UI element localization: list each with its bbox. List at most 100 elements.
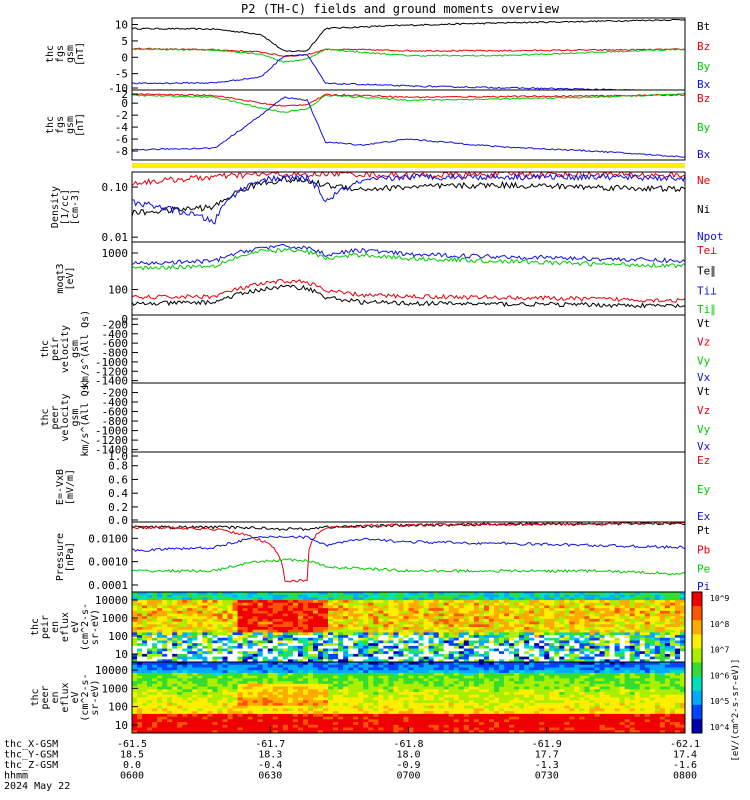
heatmap-cell bbox=[544, 592, 550, 596]
heatmap-cell bbox=[202, 722, 208, 726]
heatmap-cell bbox=[504, 616, 510, 620]
heatmap-cell bbox=[302, 719, 309, 723]
heatmap-cell bbox=[383, 689, 389, 693]
heatmap-cell bbox=[398, 681, 404, 685]
y-axis-label: gsm bbox=[65, 45, 76, 63]
heatmap-cell bbox=[343, 648, 349, 652]
y-axis-label: fgs bbox=[55, 45, 66, 63]
heatmap-cell bbox=[458, 702, 465, 707]
heatmap-cell bbox=[368, 600, 374, 604]
heatmap-cell bbox=[398, 686, 404, 690]
heatmap-cell bbox=[207, 722, 213, 726]
heatmap-cell bbox=[463, 637, 470, 641]
heatmap-cell bbox=[343, 727, 349, 731]
heatmap-cell bbox=[192, 610, 198, 615]
heatmap-cell bbox=[383, 613, 389, 617]
heatmap-cell bbox=[629, 605, 636, 609]
heatmap-cell bbox=[679, 632, 686, 636]
heatmap-cell bbox=[197, 610, 203, 615]
heatmap-cell bbox=[443, 637, 450, 641]
heatmap-cell bbox=[423, 686, 430, 690]
heatmap-cell bbox=[594, 605, 601, 609]
heatmap-cell bbox=[187, 656, 193, 660]
heatmap-cell bbox=[197, 667, 203, 671]
heatmap-cell bbox=[428, 610, 435, 615]
heatmap-cell bbox=[302, 613, 309, 617]
heatmap-cell bbox=[448, 681, 455, 685]
heatmap-cell bbox=[488, 659, 495, 663]
heatmap-cell bbox=[498, 713, 505, 718]
heatmap-cell bbox=[529, 648, 535, 652]
heatmap-cell bbox=[644, 651, 651, 655]
heatmap-cell bbox=[423, 716, 430, 720]
heatmap-cell bbox=[242, 722, 249, 726]
heatmap-cell bbox=[418, 662, 425, 666]
heatmap-cell bbox=[162, 672, 168, 677]
heatmap-cell bbox=[257, 594, 264, 598]
heatmap-cell bbox=[247, 711, 254, 715]
heatmap-cell bbox=[192, 716, 198, 720]
heatmap-cell bbox=[509, 618, 515, 623]
heatmap-cell bbox=[619, 637, 626, 641]
heatmap-cell bbox=[207, 713, 213, 718]
heatmap-cell bbox=[584, 645, 590, 650]
heatmap-cell bbox=[614, 592, 621, 596]
heatmap-cell bbox=[468, 727, 475, 731]
heatmap-cell bbox=[569, 653, 575, 658]
heatmap-cell bbox=[162, 678, 168, 682]
heatmap-cell bbox=[554, 627, 560, 631]
heatmap-cell bbox=[443, 667, 450, 671]
heatmap-cell bbox=[408, 670, 415, 674]
heatmap-cell bbox=[498, 629, 505, 633]
heatmap-cell bbox=[267, 621, 274, 625]
heatmap-cell bbox=[257, 637, 264, 641]
heatmap-cell bbox=[292, 692, 299, 696]
heatmap-cell bbox=[257, 653, 264, 658]
heatmap-cell bbox=[589, 597, 596, 601]
heatmap-cell bbox=[644, 610, 651, 615]
heatmap-cell bbox=[358, 659, 364, 663]
heatmap-cell bbox=[222, 629, 229, 633]
heatmap-cell bbox=[277, 648, 284, 652]
heatmap-cell bbox=[358, 727, 364, 731]
heatmap-cell bbox=[247, 608, 254, 612]
heatmap-cell bbox=[227, 670, 234, 674]
heatmap-cell bbox=[363, 653, 369, 658]
heatmap-cell bbox=[463, 667, 470, 671]
heatmap-cell bbox=[604, 627, 611, 631]
heatmap-cell bbox=[498, 662, 505, 666]
heatmap-cell bbox=[418, 678, 425, 682]
heatmap-cell bbox=[363, 664, 369, 668]
series-line-By bbox=[132, 93, 686, 113]
heatmap-cell bbox=[348, 602, 354, 606]
heatmap-cell bbox=[232, 656, 239, 660]
heatmap-cell bbox=[187, 667, 193, 671]
heatmap-cell bbox=[373, 608, 379, 612]
heatmap-cell bbox=[524, 610, 530, 615]
heatmap-cell bbox=[132, 592, 138, 596]
heatmap-cell bbox=[468, 651, 475, 655]
heatmap-cell bbox=[192, 711, 198, 715]
heatmap-cell bbox=[443, 602, 450, 606]
heatmap-cell bbox=[272, 686, 279, 690]
legend-entry: Pb bbox=[697, 543, 710, 556]
heatmap-cell bbox=[282, 616, 289, 620]
heatmap-cell bbox=[574, 648, 580, 652]
legend-entry: Vt bbox=[697, 317, 710, 330]
heatmap-cell bbox=[343, 592, 349, 596]
heatmap-cell bbox=[383, 692, 389, 696]
heatmap-cell bbox=[483, 600, 490, 604]
heatmap-cell bbox=[182, 613, 188, 617]
heatmap-cell bbox=[368, 664, 374, 668]
heatmap-cell bbox=[504, 659, 510, 663]
heatmap-cell bbox=[338, 621, 344, 625]
heatmap-cell bbox=[514, 608, 520, 612]
heatmap-cell bbox=[524, 643, 530, 647]
heatmap-cell bbox=[483, 716, 490, 720]
heatmap-cell bbox=[408, 645, 415, 650]
heatmap-cell bbox=[674, 627, 681, 631]
heatmap-cell bbox=[463, 700, 470, 704]
heatmap-cell bbox=[212, 727, 218, 731]
heatmap-cell bbox=[252, 600, 259, 604]
heatmap-cell bbox=[544, 635, 550, 639]
